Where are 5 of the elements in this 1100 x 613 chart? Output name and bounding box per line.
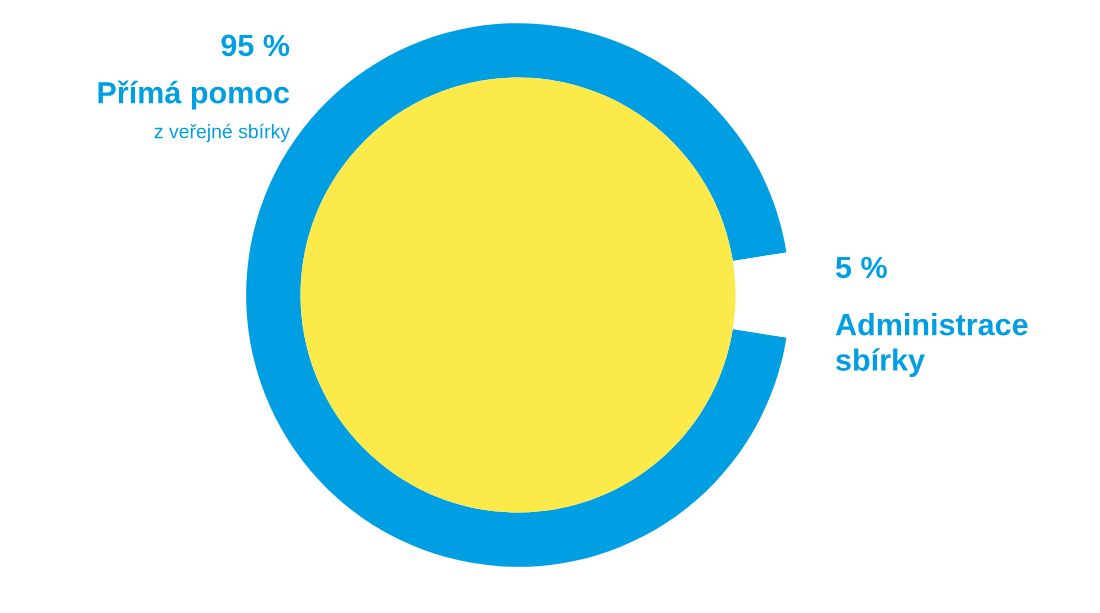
data-label: 95 % [221, 34, 290, 57]
slice-label: Přímá pomoc [98, 80, 290, 110]
text: z veřejné sbírky [154, 123, 290, 143]
slice-label: Administrace sbírky [835, 313, 1028, 377]
data-label: 5 % [835, 256, 887, 279]
